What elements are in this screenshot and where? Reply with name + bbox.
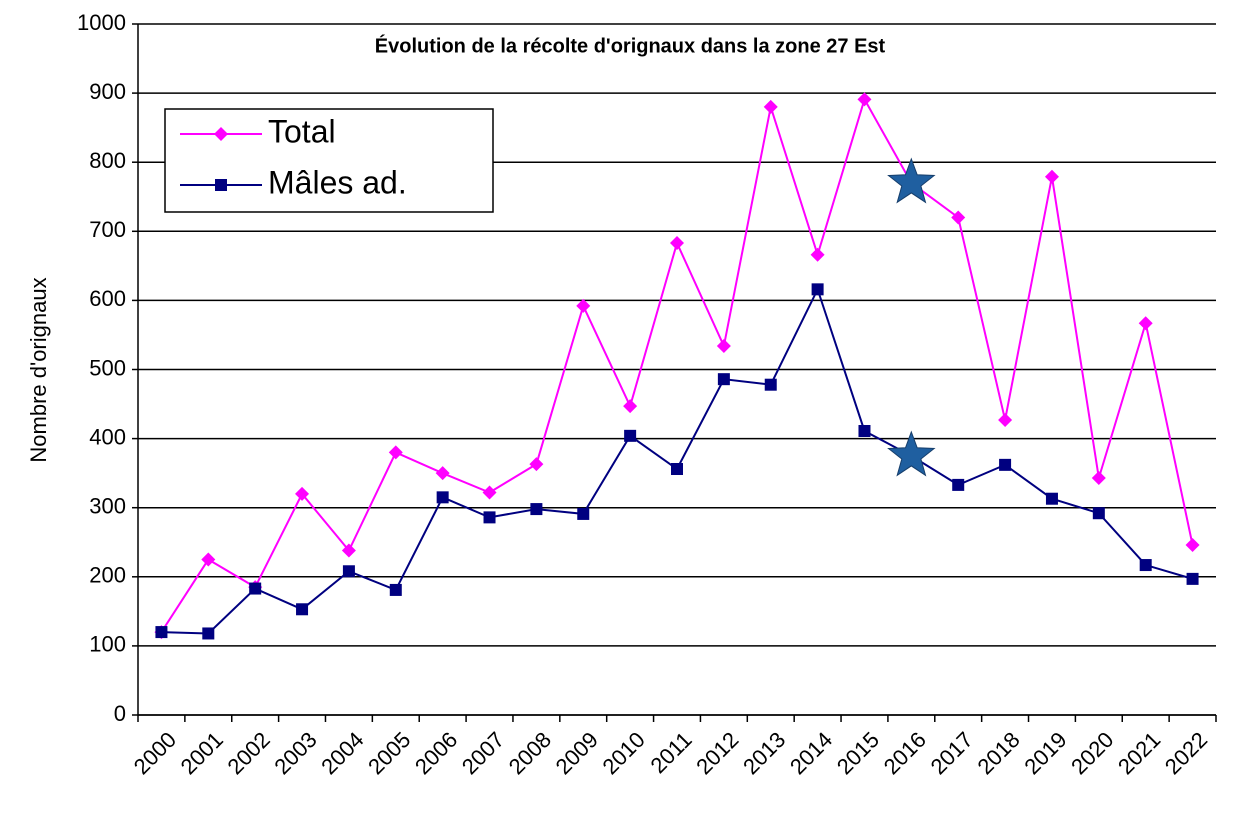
- point: [388, 445, 403, 460]
- point: [716, 339, 731, 354]
- point: [342, 565, 355, 578]
- point: [811, 283, 824, 296]
- point: [341, 543, 356, 558]
- y-tick-label: 300: [89, 494, 126, 519]
- point: [999, 458, 1012, 471]
- point: [482, 485, 497, 500]
- y-tick-label: 0: [114, 701, 126, 726]
- point: [717, 373, 730, 386]
- point: [295, 486, 310, 501]
- point: [202, 627, 215, 640]
- point: [530, 503, 543, 516]
- point: [857, 92, 872, 107]
- point: [1091, 470, 1106, 485]
- point: [436, 491, 449, 504]
- highlight-star: [887, 157, 936, 204]
- point: [810, 247, 825, 262]
- chart-title: Évolution de la récolte d'orignaux dans …: [375, 34, 886, 57]
- point: [249, 582, 262, 595]
- point: [1138, 316, 1153, 331]
- point: [671, 463, 683, 476]
- point: [1186, 572, 1199, 585]
- legend-marker: [215, 179, 227, 191]
- point: [998, 412, 1013, 427]
- legend-label: Mâles ad.: [268, 164, 407, 200]
- point: [1092, 507, 1105, 520]
- point: [1185, 538, 1200, 553]
- point: [435, 466, 450, 481]
- legend-marker: [214, 127, 228, 141]
- point: [764, 378, 777, 391]
- point: [624, 429, 637, 442]
- point: [1044, 169, 1059, 184]
- y-axis-label: Nombre d'orignaux: [26, 277, 51, 462]
- y-tick-label: 600: [89, 286, 126, 311]
- highlight-star: [887, 430, 936, 477]
- point: [483, 511, 496, 524]
- point: [670, 236, 684, 251]
- point: [952, 478, 965, 491]
- point: [763, 99, 778, 114]
- point: [623, 399, 638, 414]
- point: [577, 507, 590, 520]
- point: [1139, 559, 1152, 572]
- point: [1045, 492, 1058, 505]
- y-tick-label: 500: [89, 355, 126, 380]
- point: [858, 424, 871, 437]
- y-tick-label: 200: [89, 563, 126, 588]
- y-tick-label: 700: [89, 217, 126, 242]
- legend-label: Total: [268, 113, 336, 149]
- legend-box: [164, 108, 494, 213]
- point: [389, 583, 402, 596]
- point: [155, 626, 168, 639]
- y-tick-label: 800: [89, 148, 126, 173]
- y-tick-label: 400: [89, 424, 126, 449]
- point: [529, 457, 544, 472]
- y-tick-label: 900: [89, 79, 126, 104]
- y-tick-label: 1000: [77, 10, 126, 35]
- y-tick-label: 100: [89, 632, 126, 657]
- point: [201, 552, 216, 567]
- point: [296, 603, 309, 616]
- point: [951, 210, 966, 225]
- point: [576, 298, 591, 313]
